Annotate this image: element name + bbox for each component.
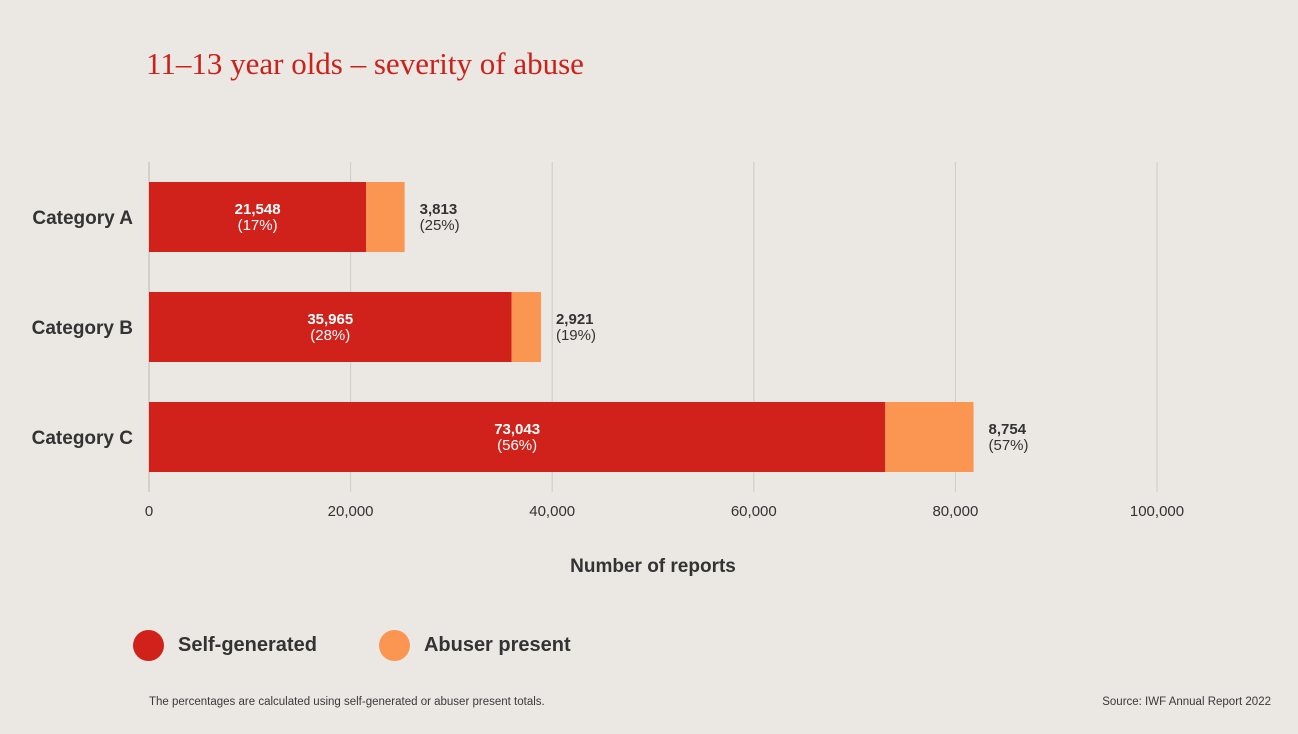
data-label-abuser-present-value: 3,813: [420, 201, 458, 218]
data-label-self-generated-percent: (17%): [238, 217, 278, 234]
x-tick-label: 100,000: [1130, 503, 1184, 520]
bar-abuser-present: [511, 292, 541, 362]
data-label-self-generated-value: 21,548: [235, 201, 281, 218]
chart-title: 11–13 year olds – severity of abuse: [146, 46, 584, 81]
data-label-self-generated-value: 73,043: [494, 421, 540, 438]
legend-label-self-generated: Self-generated: [178, 634, 317, 656]
data-label-abuser-present-percent: (19%): [556, 327, 596, 344]
legend: Self-generated Abuser present: [133, 630, 633, 661]
footnote: The percentages are calculated using sel…: [149, 696, 545, 708]
bar-self-generated: [149, 292, 512, 362]
bar-self-generated: [149, 402, 886, 472]
x-tick-label: 0: [145, 503, 153, 520]
x-tick-label: 40,000: [529, 503, 575, 520]
category-label: Category C: [32, 428, 134, 449]
x-tick-label: 80,000: [932, 503, 978, 520]
data-label-abuser-present-percent: (57%): [989, 437, 1029, 454]
category-label: Category B: [32, 318, 133, 339]
bar-abuser-present: [885, 402, 974, 472]
source-note: Source: IWF Annual Report 2022: [1102, 696, 1271, 708]
data-label-abuser-present-value: 8,754: [989, 421, 1027, 438]
data-label-abuser-present-percent: (25%): [420, 217, 460, 234]
category-label: Category A: [32, 208, 133, 229]
data-label-self-generated-percent: (56%): [497, 437, 537, 454]
bar-self-generated: [149, 182, 367, 252]
legend-item-self-generated: Self-generated: [133, 630, 317, 661]
legend-item-abuser-present: Abuser present: [378, 630, 571, 661]
x-tick-label: 20,000: [328, 503, 374, 520]
x-axis-label: Number of reports: [570, 556, 736, 577]
legend-swatch-abuser-present: [378, 630, 410, 661]
data-label-abuser-present-value: 2,921: [556, 311, 594, 328]
data-label-self-generated-percent: (28%): [310, 327, 350, 344]
legend-label-abuser-present: Abuser present: [423, 634, 571, 656]
legend-swatch-self-generated: [133, 630, 164, 661]
x-tick-label: 60,000: [731, 503, 777, 520]
data-label-self-generated-value: 35,965: [307, 311, 353, 328]
bar-abuser-present: [366, 182, 405, 252]
bar-chart: 0 20,000 40,000 60,000 80,000 100,000 Number o…: [32, 162, 1184, 577]
